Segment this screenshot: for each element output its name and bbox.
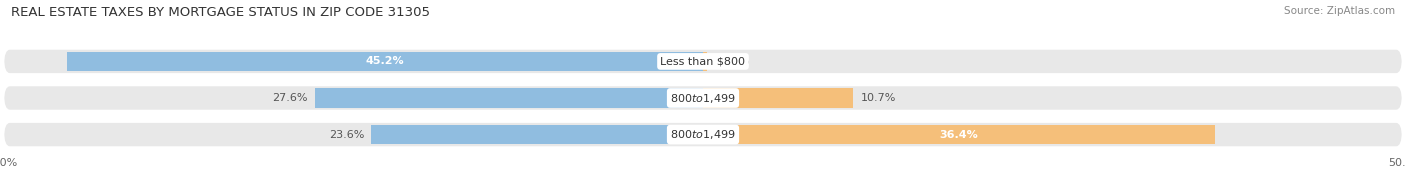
- Bar: [67, 52, 703, 71]
- Text: Less than $800: Less than $800: [661, 56, 745, 66]
- Bar: [703, 88, 853, 108]
- Bar: [703, 125, 1215, 144]
- Text: REAL ESTATE TAXES BY MORTGAGE STATUS IN ZIP CODE 31305: REAL ESTATE TAXES BY MORTGAGE STATUS IN …: [11, 6, 430, 19]
- FancyBboxPatch shape: [4, 50, 1402, 73]
- Text: $800 to $1,499: $800 to $1,499: [671, 92, 735, 104]
- Bar: [703, 52, 707, 71]
- Text: 45.2%: 45.2%: [366, 56, 405, 66]
- Bar: [315, 88, 703, 108]
- Text: Source: ZipAtlas.com: Source: ZipAtlas.com: [1284, 6, 1395, 16]
- FancyBboxPatch shape: [4, 86, 1402, 110]
- Bar: [371, 125, 703, 144]
- Text: 36.4%: 36.4%: [939, 130, 979, 140]
- Text: $800 to $1,499: $800 to $1,499: [671, 128, 735, 141]
- Text: 0.29%: 0.29%: [714, 56, 749, 66]
- FancyBboxPatch shape: [4, 123, 1402, 146]
- Text: 23.6%: 23.6%: [329, 130, 364, 140]
- Text: 10.7%: 10.7%: [860, 93, 896, 103]
- Text: 27.6%: 27.6%: [273, 93, 308, 103]
